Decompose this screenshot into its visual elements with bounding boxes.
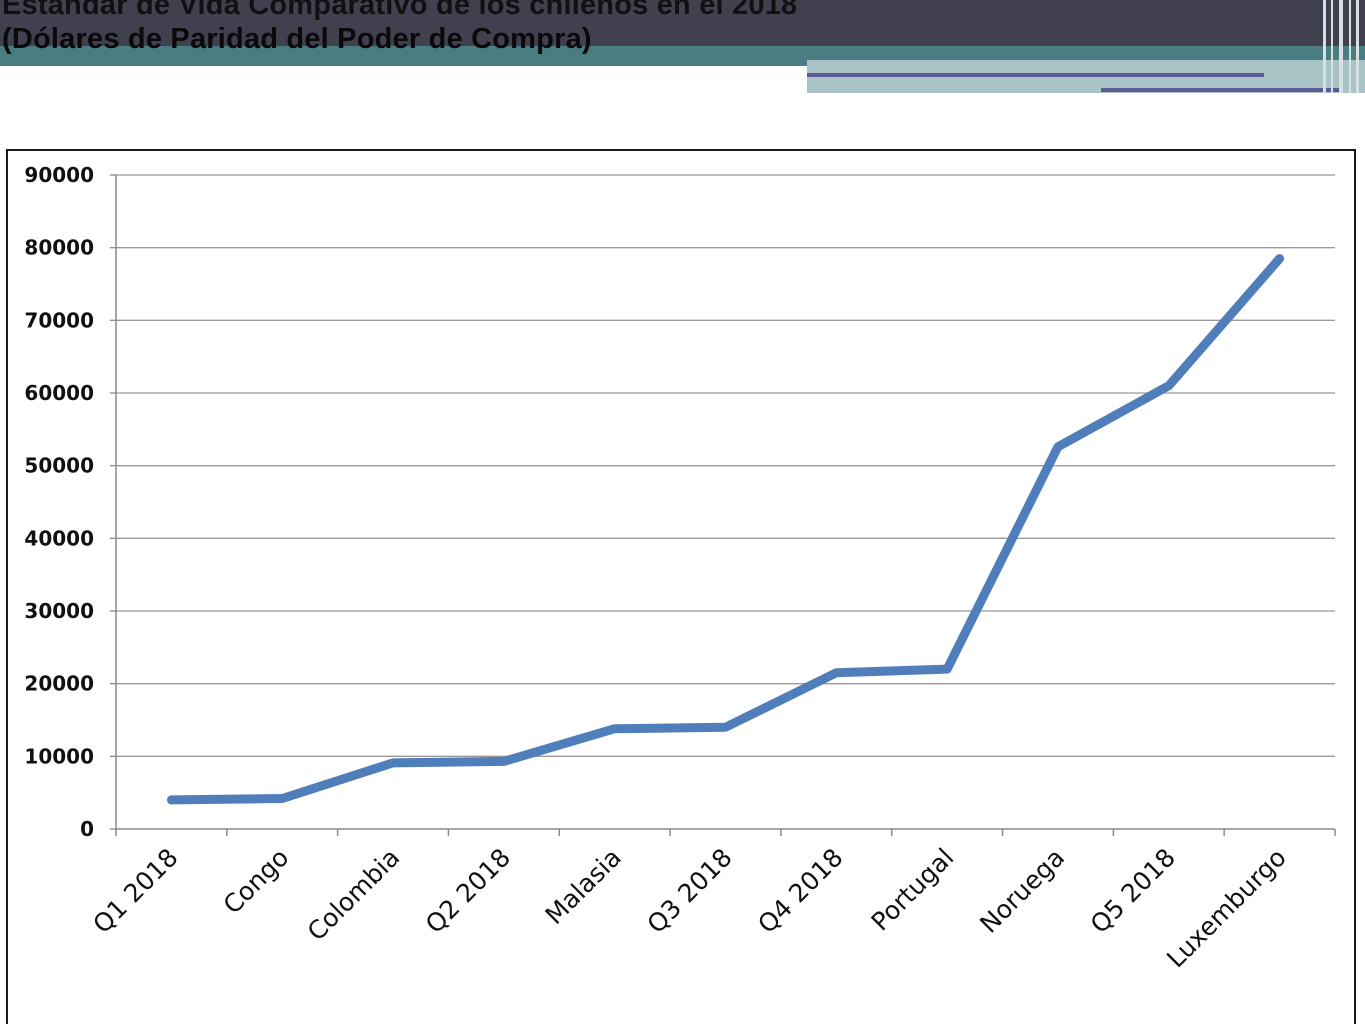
header-stripe	[1339, 0, 1343, 93]
header-stripe	[1356, 0, 1359, 93]
y-tick-label: 90000	[24, 163, 94, 187]
y-tick-label: 20000	[24, 672, 94, 696]
x-tick-label: Malasia	[540, 843, 627, 930]
y-tick-label: 80000	[24, 236, 94, 260]
x-tick-label: Q2 2018	[420, 843, 516, 939]
header-stripe	[1349, 0, 1351, 93]
page-title: Estándar de Vida Comparativo de los chil…	[2, 0, 797, 56]
header-dark-band	[0, 0, 1365, 46]
x-tick-label: Q1 2018	[87, 843, 183, 939]
x-tick-label: Congo	[218, 843, 295, 920]
y-tick-label: 60000	[24, 381, 94, 405]
x-tick-label: Colombia	[302, 843, 406, 947]
title-line-1: Estándar de Vida Comparativo de los chil…	[2, 0, 798, 21]
x-tick-label: Portugal	[866, 843, 960, 937]
y-tick-label: 30000	[24, 599, 94, 623]
chart-frame: 0 10000 20000 30000 40000 50000 60000 70000 8000…	[6, 149, 1356, 1024]
x-tick-label: Q3 2018	[641, 843, 737, 939]
series-line	[166, 254, 1285, 805]
header-accent-line	[807, 73, 1264, 77]
y-tick-label: 50000	[24, 454, 94, 478]
x-tick-label: Q4 2018	[752, 843, 848, 939]
y-tick-label: 0	[80, 817, 94, 841]
header-accent-line	[1101, 88, 1340, 92]
header-stripe	[1331, 0, 1333, 93]
y-tick-label: 10000	[24, 744, 94, 768]
x-tick-label: Luxemburgo	[1161, 843, 1292, 974]
header-stripe	[1323, 0, 1326, 93]
title-line-2: (Dólares de Paridad del Poder de Compra)	[2, 23, 592, 55]
x-tick-label: Q5 2018	[1085, 843, 1181, 939]
y-tick-label: 40000	[24, 526, 94, 550]
y-tick-label: 70000	[24, 308, 94, 332]
x-tick-label: Noruega	[974, 843, 1070, 939]
line-chart: 0 10000 20000 30000 40000 50000 60000 70000 8000…	[24, 163, 1336, 974]
